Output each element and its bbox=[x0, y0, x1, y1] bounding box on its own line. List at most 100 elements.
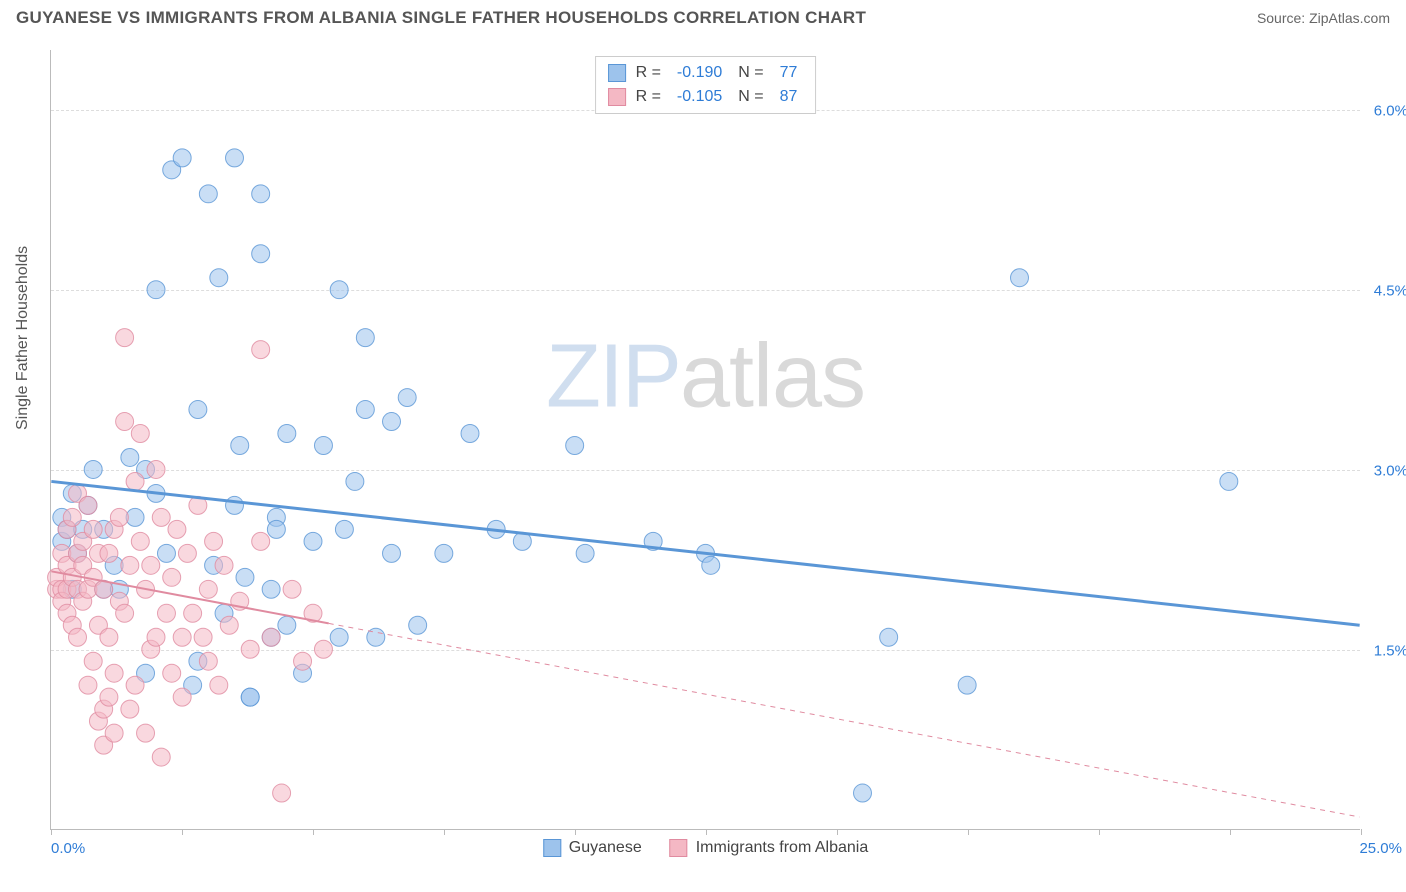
data-point bbox=[330, 281, 348, 299]
y-tick-label: 4.5% bbox=[1374, 283, 1406, 300]
data-point bbox=[189, 401, 207, 419]
data-point bbox=[854, 784, 872, 802]
data-point bbox=[210, 269, 228, 287]
data-point bbox=[147, 281, 165, 299]
data-point bbox=[131, 532, 149, 550]
stat-N-label-0: N = bbox=[738, 61, 763, 85]
data-point bbox=[173, 149, 191, 167]
data-point bbox=[69, 628, 87, 646]
swatch-series-1 bbox=[608, 88, 626, 106]
swatch-series-0 bbox=[608, 64, 626, 82]
data-point bbox=[173, 628, 191, 646]
data-point bbox=[194, 628, 212, 646]
legend-label-0: Guyanese bbox=[569, 839, 642, 857]
data-point bbox=[262, 580, 280, 598]
source-credit: Source: ZipAtlas.com bbox=[1257, 10, 1390, 26]
stat-R-label-0: R = bbox=[636, 61, 661, 85]
legend-swatch-1 bbox=[670, 839, 688, 857]
data-point bbox=[273, 784, 291, 802]
data-point bbox=[199, 185, 217, 203]
data-point bbox=[79, 676, 97, 694]
data-point bbox=[121, 448, 139, 466]
data-point bbox=[262, 628, 280, 646]
data-point bbox=[100, 688, 118, 706]
data-point bbox=[304, 532, 322, 550]
data-point bbox=[252, 185, 270, 203]
stat-R-label-1: R = bbox=[636, 85, 661, 109]
data-point bbox=[278, 425, 296, 443]
data-point bbox=[178, 544, 196, 562]
x-axis-max-label: 25.0% bbox=[1359, 840, 1402, 857]
y-tick-label: 6.0% bbox=[1374, 103, 1406, 120]
data-point bbox=[252, 532, 270, 550]
data-point bbox=[252, 245, 270, 263]
stat-R-value-1: -0.105 bbox=[677, 85, 722, 109]
data-point bbox=[147, 460, 165, 478]
scatter-plot-svg bbox=[51, 50, 1360, 829]
data-point bbox=[566, 437, 584, 455]
chart-plot-area: 1.5%3.0%4.5%6.0% ZIPatlas R = -0.190 N =… bbox=[50, 50, 1360, 830]
data-point bbox=[152, 508, 170, 526]
legend-label-1: Immigrants from Albania bbox=[696, 839, 869, 857]
data-point bbox=[398, 389, 416, 407]
data-point bbox=[126, 676, 144, 694]
data-point bbox=[205, 532, 223, 550]
data-point bbox=[147, 628, 165, 646]
stats-row-series-0: R = -0.190 N = 77 bbox=[608, 61, 804, 85]
data-point bbox=[283, 580, 301, 598]
stats-row-series-1: R = -0.105 N = 87 bbox=[608, 85, 804, 109]
data-point bbox=[116, 604, 134, 622]
data-point bbox=[116, 329, 134, 347]
legend-item-0: Guyanese bbox=[543, 839, 642, 857]
data-point bbox=[84, 520, 102, 538]
data-point bbox=[226, 149, 244, 167]
data-point bbox=[241, 640, 259, 658]
data-point bbox=[702, 556, 720, 574]
stat-R-value-0: -0.190 bbox=[677, 61, 722, 85]
y-tick-label: 3.0% bbox=[1374, 463, 1406, 480]
y-axis-label: Single Father Households bbox=[14, 246, 32, 430]
data-point bbox=[157, 604, 175, 622]
data-point bbox=[157, 544, 175, 562]
data-point bbox=[576, 544, 594, 562]
data-point bbox=[1220, 472, 1238, 490]
data-point bbox=[346, 472, 364, 490]
legend: Guyanese Immigrants from Albania bbox=[543, 839, 868, 857]
data-point bbox=[409, 616, 427, 634]
legend-item-1: Immigrants from Albania bbox=[670, 839, 869, 857]
data-point bbox=[131, 425, 149, 443]
correlation-stats-box: R = -0.190 N = 77 R = -0.105 N = 87 bbox=[595, 56, 817, 114]
data-point bbox=[79, 496, 97, 514]
data-point bbox=[210, 676, 228, 694]
data-point bbox=[383, 544, 401, 562]
data-point bbox=[168, 520, 186, 538]
data-point bbox=[461, 425, 479, 443]
trend-line-extrapolated bbox=[329, 623, 1360, 817]
data-point bbox=[314, 640, 332, 658]
data-point bbox=[958, 676, 976, 694]
data-point bbox=[335, 520, 353, 538]
data-point bbox=[110, 508, 128, 526]
data-point bbox=[220, 616, 238, 634]
data-point bbox=[142, 556, 160, 574]
data-point bbox=[184, 604, 202, 622]
stat-N-label-1: N = bbox=[738, 85, 763, 109]
x-axis-min-label: 0.0% bbox=[51, 840, 85, 857]
data-point bbox=[231, 437, 249, 455]
data-point bbox=[84, 460, 102, 478]
data-point bbox=[252, 341, 270, 359]
data-point bbox=[152, 748, 170, 766]
stat-N-value-0: 77 bbox=[780, 61, 798, 85]
data-point bbox=[121, 556, 139, 574]
data-point bbox=[105, 664, 123, 682]
data-point bbox=[278, 616, 296, 634]
source-prefix: Source: bbox=[1257, 10, 1309, 26]
data-point bbox=[356, 401, 374, 419]
data-point bbox=[137, 724, 155, 742]
data-point bbox=[267, 520, 285, 538]
data-point bbox=[330, 628, 348, 646]
data-point bbox=[126, 472, 144, 490]
data-point bbox=[121, 700, 139, 718]
data-point bbox=[163, 664, 181, 682]
data-point bbox=[100, 628, 118, 646]
